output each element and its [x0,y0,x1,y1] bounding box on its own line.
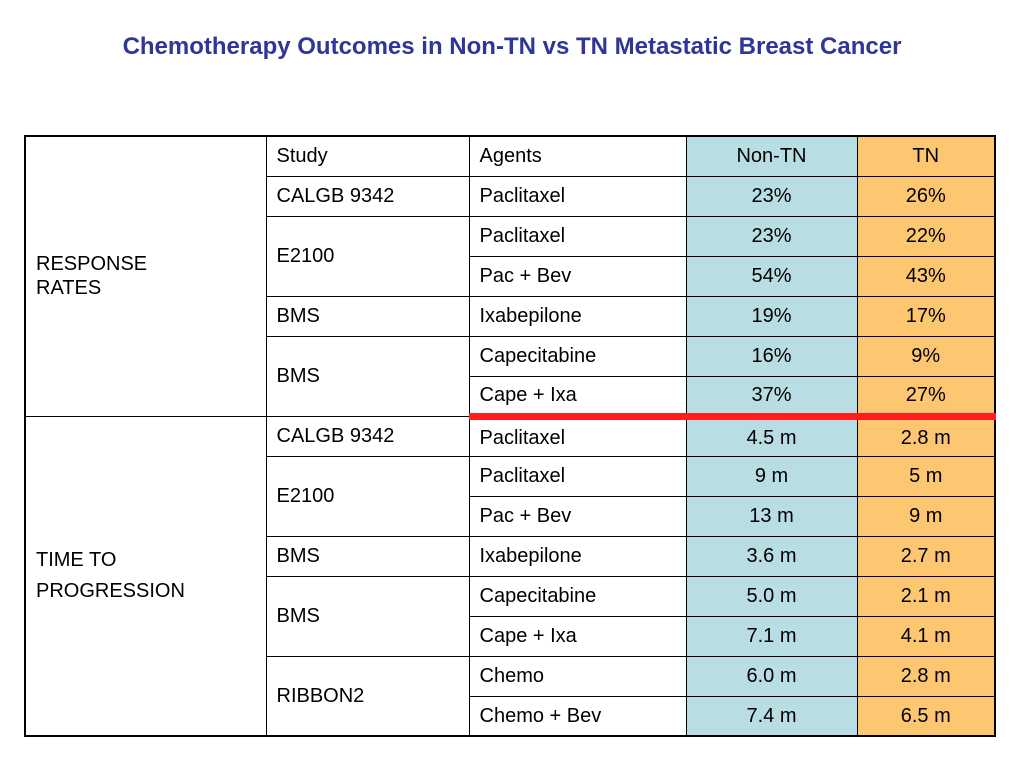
header-non-tn: Non-TN [685,135,858,177]
agent-cell: Pac + Bev [468,255,687,297]
tn-cell: 4.1 m [856,615,996,657]
agent-cell: Chemo + Bev [468,695,687,737]
agent-cell: Chemo [468,655,687,697]
header-study: Study [265,135,470,177]
non-tn-cell: 37% [685,375,858,420]
study-cell: E2100 [265,455,470,537]
tn-cell: 22% [856,215,996,257]
agent-cell: Paclitaxel [468,415,687,457]
tn-cell: 9 m [856,495,996,537]
time-to-progression-group-label: TIME TO PROGRESSION [24,415,267,737]
non-tn-cell: 5.0 m [685,575,858,617]
agent-cell: Ixabepilone [468,295,687,337]
table-row: RIBBON2 Chemo 6.0 m 2.8 m [25,655,996,737]
tn-cell: 6.5 m [856,695,996,737]
non-tn-cell: 4.5 m [685,415,858,457]
agent-cell: Cape + Ixa [468,375,687,420]
non-tn-cell: 16% [685,335,858,377]
group-label-line: TIME TO [36,548,117,571]
non-tn-cell: 9 m [685,455,858,497]
header-tn: TN [856,135,996,177]
table-row: E2100 Paclitaxel 23% 22% [25,215,996,297]
non-tn-cell: 19% [685,295,858,337]
agent-cell: Paclitaxel [468,175,687,217]
tn-cell: 2.1 m [856,575,996,617]
header-row: RESPONSE RATES Study Agents Non-TN TN [24,135,996,417]
agent-cell: Paclitaxel [468,455,687,497]
group-label-line: RATES [36,277,102,300]
study-cell: CALGB 9342 [265,415,470,457]
table-row: E2100 Paclitaxel 9 m 5 m [25,455,996,537]
table-row: BMS Capecitabine 5.0 m 2.1 m [25,575,996,657]
study-cell: BMS [265,535,470,577]
non-tn-cell: 23% [685,215,858,257]
tn-cell: 2.7 m [856,535,996,577]
table-row: Pac + Bev 13 m 9 m [25,495,996,537]
agent-cell: Capecitabine [468,335,687,377]
group-label-line: RESPONSE [36,253,148,276]
study-cell: CALGB 9342 [265,175,470,217]
table-row: BMS Ixabepilone 3.6 m 2.7 m [25,535,996,577]
tn-cell: 27% [856,375,996,420]
table-row: Chemo + Bev 7.4 m 6.5 m [25,695,996,737]
table-row: BMS Ixabepilone 19% 17% [25,295,996,337]
agent-cell: Cape + Ixa [468,615,687,657]
tn-cell: 2.8 m [856,655,996,697]
non-tn-cell: 23% [685,175,858,217]
non-tn-cell: 7.4 m [685,695,858,737]
non-tn-cell: 3.6 m [685,535,858,577]
non-tn-cell: 7.1 m [685,615,858,657]
non-tn-cell: 54% [685,255,858,297]
table-row: TIME TO PROGRESSION CALGB 9342 Paclitaxe… [24,415,996,737]
agent-cell: Paclitaxel [468,215,687,257]
study-cell: E2100 [265,215,470,297]
agent-cell: Pac + Bev [468,495,687,537]
table-row: CALGB 9342 Paclitaxel 23% 26% [25,175,996,217]
tn-cell: 26% [856,175,996,217]
page-title: Chemotherapy Outcomes in Non-TN vs TN Me… [122,33,902,60]
response-rates-group-label: RESPONSE RATES [24,135,267,417]
outcomes-table: RESPONSE RATES Study Agents Non-TN TN CA… [24,135,996,737]
tn-cell: 17% [856,295,996,337]
header-agents: Agents [468,135,687,177]
table-row: BMS Capecitabine 16% 9% [25,335,996,417]
agent-cell: Capecitabine [468,575,687,617]
non-tn-cell: 6.0 m [685,655,858,697]
study-cell: BMS [265,295,470,337]
tn-cell: 5 m [856,455,996,497]
study-cell: BMS [265,335,470,417]
non-tn-cell: 13 m [685,495,858,537]
table-row: Pac + Bev 54% 43% [25,255,996,297]
study-cell: RIBBON2 [265,655,470,737]
tn-cell: 2.8 m [856,415,996,457]
tn-cell: 43% [856,255,996,297]
table-row: Cape + Ixa 37% 27% [25,375,996,420]
group-label-line: PROGRESSION [36,579,185,602]
agent-cell: Ixabepilone [468,535,687,577]
table-row: Cape + Ixa 7.1 m 4.1 m [25,615,996,657]
tn-cell: 9% [856,335,996,377]
study-cell: BMS [265,575,470,657]
